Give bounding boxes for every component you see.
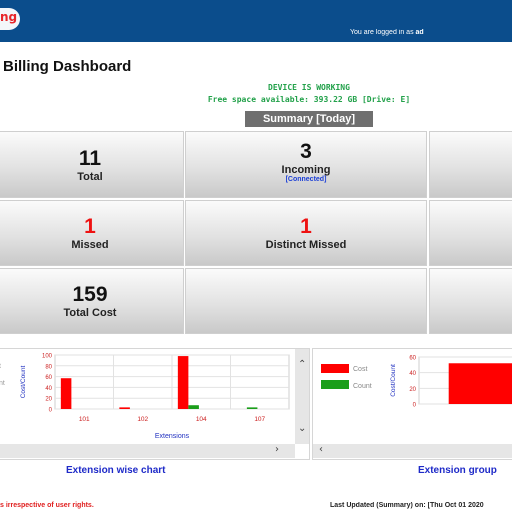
x-tick-label: 101 [79, 416, 90, 423]
card-distinct-missed[interactable]: 1 Distinct Missed [185, 200, 427, 266]
x-tick-label: 107 [254, 416, 265, 423]
extension-chart-panel: 100 80 60 40 20 0 Cost/Count 101 102 104 107 Extens… [0, 348, 310, 460]
scroll-right-icon[interactable]: › [275, 444, 279, 455]
scroll-left-icon[interactable]: ‹ [319, 444, 323, 455]
legend-cost-swatch [321, 364, 349, 373]
logo-text: ng [0, 10, 18, 24]
card-total-number: 11 [78, 147, 102, 170]
card-distinct-missed-label: Distinct Missed [265, 239, 347, 251]
y-axis-label: Cost/Count [20, 366, 27, 399]
footer-note: s irrespective of user rights. [0, 502, 94, 509]
card-empty-2 [429, 200, 512, 266]
scroll-up-icon[interactable]: ⌃ [298, 359, 307, 370]
y-tick-label: 0 [413, 403, 417, 409]
x-tick-label: 102 [137, 416, 148, 423]
card-empty-1 [429, 131, 512, 198]
card-incoming-sub[interactable]: [Connected] [285, 176, 327, 183]
scroll-down-icon[interactable]: ⌄ [298, 423, 307, 434]
card-missed-number: 1 [84, 215, 96, 238]
card-incoming[interactable]: 3 Incoming [Connected] [185, 131, 427, 198]
bar-cost [60, 378, 72, 409]
card-total-label: Total [77, 171, 103, 183]
legend-count-label: Count [353, 383, 372, 390]
logged-in-user[interactable]: ad [415, 29, 424, 36]
card-empty-3 [185, 268, 427, 334]
card-total[interactable]: 11 Total [0, 131, 184, 198]
page-title: Billing Dashboard [3, 58, 132, 75]
chart1-vertical-scrollbar[interactable]: ⌃ ⌄ [295, 349, 309, 444]
chart2-horizontal-scrollbar[interactable]: ‹ [313, 444, 512, 458]
legend-cost-label: Cost [353, 366, 367, 373]
logo [0, 8, 20, 30]
bar-cost [119, 407, 130, 409]
bar-cost [448, 363, 512, 404]
bar-cost [177, 356, 189, 409]
free-space-info: Free space available: 393.22 GB [Drive: … [207, 95, 411, 104]
y-axis-label: Cost/Count [390, 364, 397, 397]
card-total-cost[interactable]: 159 Total Cost [0, 268, 184, 334]
legend-count-label: nt [0, 380, 5, 387]
y-tick-label: 20 [45, 397, 52, 403]
card-missed[interactable]: 1 Missed [0, 200, 184, 266]
card-missed-label: Missed [71, 239, 109, 251]
bar-count [188, 405, 199, 409]
card-total-cost-label: Total Cost [63, 307, 117, 319]
card-incoming-number: 3 [300, 140, 312, 163]
last-updated: Last Updated (Summary) on: [Thu Oct 01 2… [330, 502, 484, 509]
group-chart-panel: Cost Count 60 40 20 0 Cost/Count ‹ [312, 348, 512, 460]
x-tick-label: 104 [196, 416, 207, 423]
y-tick-label: 100 [42, 354, 53, 360]
logged-in-prefix: You are logged in as [350, 29, 414, 36]
logged-in-info: You are logged in as ad [350, 29, 512, 36]
y-tick-label: 20 [409, 387, 416, 393]
bar-count [246, 407, 258, 409]
legend-cost-label: t [0, 363, 1, 370]
legend-count-swatch [321, 380, 349, 389]
y-tick-label: 80 [45, 364, 52, 370]
extension-chart-caption[interactable]: Extension wise chart [66, 465, 166, 476]
card-empty-4 [429, 268, 512, 334]
x-axis-label: Extensions [155, 433, 190, 440]
y-tick-label: 40 [45, 386, 52, 392]
card-incoming-label: Incoming [281, 164, 331, 176]
y-tick-label: 40 [409, 371, 416, 377]
extension-chart: 100 80 60 40 20 0 Cost/Count 101 102 104 107 Extens… [0, 354, 290, 440]
top-header-bar [0, 0, 512, 42]
y-tick-label: 60 [409, 356, 416, 362]
summary-today-label: Summary [Today] [245, 111, 373, 127]
y-tick-label: 60 [45, 375, 52, 381]
group-chart: Cost Count 60 40 20 0 Cost/Count [321, 356, 512, 409]
y-tick-label: 0 [49, 408, 53, 414]
chart1-horizontal-scrollbar[interactable]: › [0, 444, 295, 458]
device-status: DEVICE IS WORKING [268, 83, 350, 92]
group-chart-caption[interactable]: Extension group [418, 465, 497, 476]
card-distinct-missed-number: 1 [300, 215, 312, 238]
card-total-cost-number: 159 [72, 283, 108, 306]
